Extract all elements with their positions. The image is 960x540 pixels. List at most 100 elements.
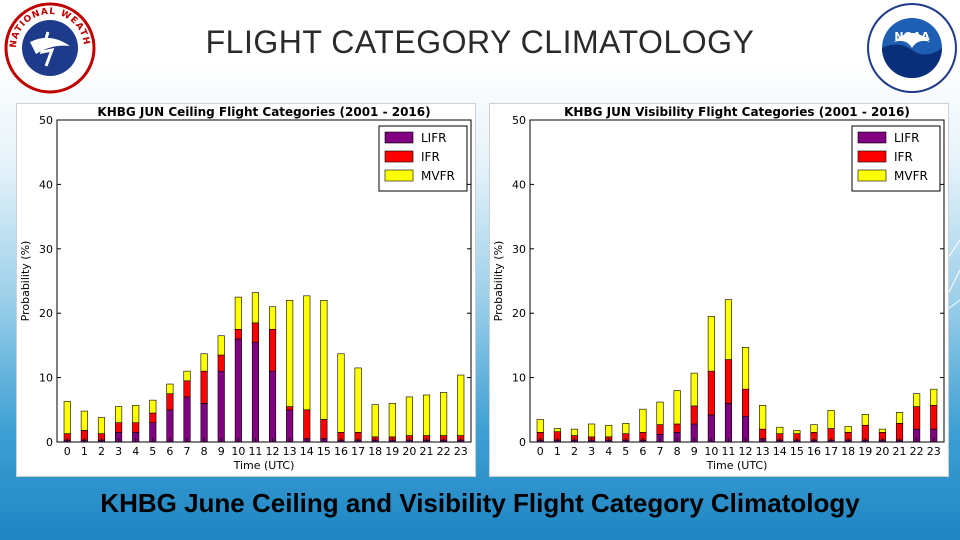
x-tick-label: 8 (674, 445, 681, 458)
bar-segment-ifr (303, 409, 311, 440)
x-tick-label: 11 (248, 445, 262, 458)
bar-segment-mvfr (457, 374, 465, 436)
y-tick-label: 50 (512, 114, 526, 127)
bar-segment-mvfr (742, 347, 750, 390)
x-tick-label: 14 (773, 445, 787, 458)
bar-segment-mvfr (440, 392, 448, 436)
bar-segment-mvfr (690, 372, 698, 407)
bar-segment-mvfr (63, 401, 71, 434)
x-tick-label: 13 (283, 445, 297, 458)
bar-segment-mvfr (622, 423, 630, 434)
x-tick-label: 1 (81, 445, 88, 458)
bar-segment-ifr (656, 424, 664, 435)
slide-title: FLIGHT CATEGORY CLIMATOLOGY (205, 24, 755, 60)
y-tick-label: 10 (512, 372, 526, 385)
x-tick-label: 12 (739, 445, 753, 458)
bar-segment-lifr (707, 414, 715, 443)
bar-segment-ifr (913, 406, 921, 430)
x-tick-label: 23 (927, 445, 941, 458)
x-tick-label: 18 (368, 445, 382, 458)
x-tick-label: 11 (721, 445, 735, 458)
ceiling-chart: KHBG JUN Ceiling Flight Categories (2001… (19, 105, 472, 472)
x-tick-label: 0 (64, 445, 71, 458)
legend-label-mvfr: MVFR (421, 169, 455, 183)
bar-segment-mvfr (588, 423, 596, 438)
bar-segment-mvfr (217, 335, 225, 356)
legend-label-lifr: LIFR (894, 131, 919, 145)
bar-segment-ifr (861, 424, 869, 441)
bar-segment-ifr (724, 359, 732, 404)
bar-segment-mvfr (303, 295, 311, 411)
bar-segment-mvfr (913, 393, 921, 407)
x-tick-label: 9 (218, 445, 225, 458)
x-tick-label: 23 (454, 445, 468, 458)
x-tick-label: 18 (841, 445, 855, 458)
bar-segment-lifr (234, 338, 242, 443)
bar-segment-mvfr (553, 428, 561, 432)
bar-segment-ifr (930, 404, 938, 430)
x-axis-label: Time (UTC) (706, 459, 768, 472)
bar-segment-mvfr (234, 296, 242, 330)
bar-segment-mvfr (149, 399, 157, 414)
x-tick-label: 10 (704, 445, 718, 458)
x-tick-label: 6 (639, 445, 646, 458)
bar-segment-ifr (286, 406, 294, 411)
legend-label-lifr: LIFR (421, 131, 446, 145)
x-tick-label: 6 (166, 445, 173, 458)
ceiling-chart-panel: KHBG JUN Ceiling Flight Categories (2001… (16, 103, 476, 477)
x-tick-label: 15 (317, 445, 331, 458)
y-tick-label: 30 (39, 243, 53, 256)
bar-segment-mvfr (200, 353, 208, 372)
bar-segment-ifr (251, 322, 259, 343)
visibility-chart: KHBG JUN Visibility Flight Categories (2… (492, 105, 945, 472)
bar-segment-lifr (166, 409, 174, 443)
y-tick-label: 40 (39, 178, 53, 191)
y-tick-label: 0 (519, 436, 526, 449)
nws-logo: NATIONAL WEATHER SERVICE (2, 2, 96, 94)
legend-swatch-ifr (857, 150, 887, 163)
bar-segment-mvfr (759, 404, 767, 430)
x-tick-label: 22 (437, 445, 451, 458)
bar-segment-ifr (895, 423, 904, 441)
bar-segment-lifr (286, 409, 294, 443)
bar-segment-mvfr (776, 426, 784, 434)
x-tick-label: 17 (824, 445, 838, 458)
bar-segment-lifr (269, 370, 277, 443)
bar-segment-ifr (149, 412, 157, 423)
bar-segment-mvfr (388, 403, 396, 438)
y-tick-label: 30 (512, 243, 526, 256)
bar-segment-ifr (234, 329, 242, 340)
x-tick-label: 9 (691, 445, 698, 458)
legend-swatch-lifr (857, 131, 887, 144)
y-tick-label: 20 (39, 307, 53, 320)
bar-segment-mvfr (827, 410, 835, 429)
bar-segment-ifr (759, 428, 767, 440)
visibility-chart-panel: KHBG JUN Visibility Flight Categories (2… (489, 103, 949, 477)
bar-segment-lifr (217, 370, 225, 443)
chart-title: KHBG JUN Visibility Flight Categories (2… (564, 105, 910, 119)
x-tick-label: 5 (149, 445, 156, 458)
bar-segment-mvfr (97, 417, 106, 434)
bar-segment-mvfr (354, 367, 362, 433)
bar-segment-ifr (132, 422, 140, 433)
bar-segment-mvfr (724, 299, 732, 360)
x-tick-label: 16 (807, 445, 821, 458)
y-axis-label: Probability (%) (19, 241, 32, 322)
bar-segment-lifr (183, 396, 191, 443)
bar-segment-ifr (217, 354, 225, 372)
x-tick-label: 20 (875, 445, 889, 458)
x-tick-label: 16 (334, 445, 348, 458)
bar-segment-mvfr (80, 410, 88, 431)
bar-segment-mvfr (115, 406, 123, 423)
x-tick-label: 2 (571, 445, 578, 458)
y-tick-label: 10 (39, 372, 53, 385)
x-tick-label: 5 (622, 445, 629, 458)
bar-segment-mvfr (422, 394, 431, 436)
x-tick-label: 7 (657, 445, 664, 458)
bar-segment-mvfr (371, 404, 379, 438)
x-tick-label: 4 (605, 445, 612, 458)
bar-segment-mvfr (405, 396, 413, 436)
bar-segment-ifr (320, 419, 328, 440)
bar-segment-ifr (707, 370, 715, 416)
bar-segment-ifr (115, 422, 123, 433)
